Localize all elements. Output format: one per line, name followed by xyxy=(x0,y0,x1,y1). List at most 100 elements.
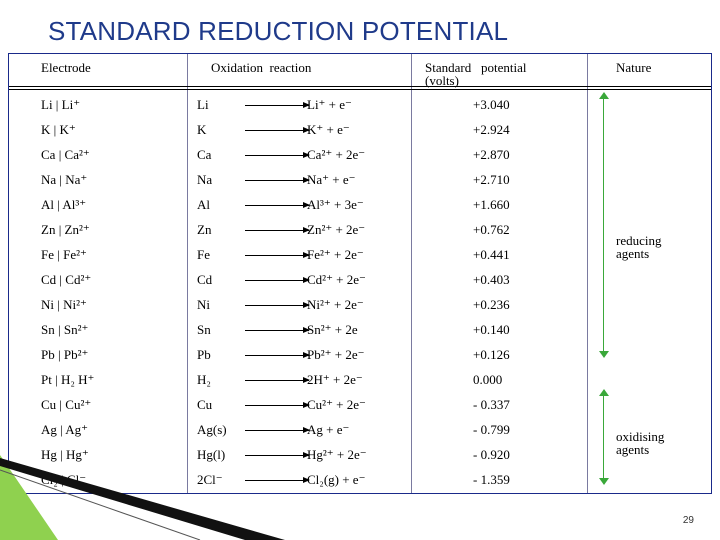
potential-cell: +0.126 xyxy=(473,347,510,362)
black-swoosh-shape xyxy=(0,458,285,540)
column-divider xyxy=(587,54,588,493)
electrode-cell: Al | Al³⁺ xyxy=(41,197,87,212)
product-cell: Na⁺ + e⁻ xyxy=(307,172,356,187)
reaction-arrow-icon xyxy=(245,252,310,258)
reaction-arrow-icon xyxy=(245,277,310,283)
green-corner-shape xyxy=(0,455,58,540)
reaction-arrow-icon xyxy=(245,327,310,333)
product-cell: Zn²⁺ + 2e⁻ xyxy=(307,222,366,237)
reducing-agents-arrow xyxy=(598,92,609,358)
electrode-cell: Na | Na⁺ xyxy=(41,172,88,187)
potential-cell: +0.441 xyxy=(473,247,510,262)
electrode-cell: Li | Li⁺ xyxy=(41,97,81,112)
product-cell: Ni²⁺ + 2e⁻ xyxy=(307,297,364,312)
reaction-arrow-icon xyxy=(245,102,310,108)
potential-cell: +0.236 xyxy=(473,297,510,312)
swoosh-line xyxy=(0,469,201,540)
header-electrode: Electrode xyxy=(41,60,91,75)
potential-cell: +2.924 xyxy=(473,122,510,137)
electrode-cell: Ni | Ni²⁺ xyxy=(41,297,87,312)
reactant-cell: Pb xyxy=(197,347,211,362)
header-potential-unit: (volts) xyxy=(425,73,459,88)
reduction-potential-table: Electrode Oxidation reaction Standard po… xyxy=(8,53,712,494)
reaction-arrow-icon xyxy=(245,202,310,208)
table-row: Zn | Zn²⁺ Zn Zn²⁺ + 2e⁻ +0.762 xyxy=(9,218,711,243)
reactant-cell: Li xyxy=(197,97,209,112)
reaction-arrow-icon xyxy=(245,477,310,483)
potential-cell: - 0.337 xyxy=(473,397,510,412)
reactant-cell: Ni xyxy=(197,297,210,312)
reactant-cell: Hg(l) xyxy=(197,447,226,462)
product-cell: Ca²⁺ + 2e⁻ xyxy=(307,147,366,162)
oxidising-agents-arrow xyxy=(598,389,609,485)
product-cell: Ag + e⁻ xyxy=(307,422,350,437)
product-cell: Hg²⁺ + 2e⁻ xyxy=(307,447,367,462)
electrode-cell: Fe | Fe²⁺ xyxy=(41,247,87,262)
potential-cell: +1.660 xyxy=(473,197,510,212)
potential-cell: - 0.920 xyxy=(473,447,510,462)
table-row: Na | Na⁺ Na Na⁺ + e⁻ +2.710 xyxy=(9,168,711,193)
reaction-arrow-icon xyxy=(245,352,310,358)
reactant-cell: Cd xyxy=(197,272,213,287)
arrow-down-icon xyxy=(598,351,609,358)
header-rule xyxy=(9,86,711,87)
reaction-arrow-icon xyxy=(245,152,310,158)
potential-cell: - 0.799 xyxy=(473,422,510,437)
product-cell: Al³⁺ + 3e⁻ xyxy=(307,197,364,212)
table-row: Cu | Cu²⁺ Cu Cu²⁺ + 2e⁻ - 0.337 xyxy=(9,393,711,418)
electrode-cell: Ag | Ag⁺ xyxy=(41,422,89,437)
table-row: Cd | Cd²⁺ Cd Cd²⁺ + 2e⁻ +0.403 xyxy=(9,268,711,293)
potential-cell: +3.040 xyxy=(473,97,510,112)
electrode-cell: Sn | Sn²⁺ xyxy=(41,322,89,337)
reactant-cell: K xyxy=(197,122,207,137)
page-number: 29 xyxy=(682,515,694,526)
electrode-cell: Zn | Zn²⁺ xyxy=(41,222,90,237)
table-row: Li | Li⁺ Li Li⁺ + e⁻ +3.040 xyxy=(9,93,711,118)
electrode-cell: Hg | Hg⁺ xyxy=(41,447,89,462)
reaction-arrow-icon xyxy=(245,302,310,308)
product-cell: Cl₂(g) + e⁻ xyxy=(307,472,366,487)
reaction-arrow-icon xyxy=(245,227,310,233)
arrow-down-icon xyxy=(598,478,609,485)
reactant-cell: Fe xyxy=(197,247,210,262)
reactant-cell: Ca xyxy=(197,147,212,162)
potential-cell: +0.403 xyxy=(473,272,510,287)
electrode-cell: Cd | Cd²⁺ xyxy=(41,272,92,287)
table-row: Pt | H₂ H⁺ H₂ 2H⁺ + 2e⁻ 0.000 xyxy=(9,368,711,393)
table-row: Sn | Sn²⁺ Sn Sn²⁺ + 2e +0.140 xyxy=(9,318,711,343)
reactant-cell: Sn xyxy=(197,322,211,337)
product-cell: Fe²⁺ + 2e⁻ xyxy=(307,247,364,262)
potential-cell: +2.870 xyxy=(473,147,510,162)
electrode-cell: Ca | Ca²⁺ xyxy=(41,147,90,162)
table-row: K | K⁺ K K⁺ + e⁻ +2.924 xyxy=(9,118,711,143)
electrode-cell: Pb | Pb²⁺ xyxy=(41,347,89,362)
electrode-cell: K | K⁺ xyxy=(41,122,76,137)
reaction-arrow-icon xyxy=(245,452,310,458)
electrode-cell: Cu | Cu²⁺ xyxy=(41,397,92,412)
table-row: Hg | Hg⁺ Hg(l) Hg²⁺ + 2e⁻ - 0.920 xyxy=(9,443,711,468)
reaction-arrow-icon xyxy=(245,427,310,433)
potential-cell: - 1.359 xyxy=(473,472,510,487)
reactant-cell: Ag(s) xyxy=(197,422,227,437)
reactant-cell: 2Cl⁻ xyxy=(197,472,223,487)
header-nature: Nature xyxy=(616,60,652,75)
header-oxidation-reaction: Oxidation reaction xyxy=(211,60,312,75)
column-divider xyxy=(187,54,188,493)
potential-cell: 0.000 xyxy=(473,372,503,387)
product-cell: Pb²⁺ + 2e⁻ xyxy=(307,347,365,362)
reaction-arrow-icon xyxy=(245,127,310,133)
potential-cell: +2.710 xyxy=(473,172,510,187)
reactant-cell: H₂ xyxy=(197,372,211,387)
column-divider xyxy=(411,54,412,493)
product-cell: Li⁺ + e⁻ xyxy=(307,97,352,112)
table-row: Fe | Fe²⁺ Fe Fe²⁺ + 2e⁻ +0.441 xyxy=(9,243,711,268)
product-cell: Cu²⁺ + 2e⁻ xyxy=(307,397,366,412)
reducing-label-line2: agents xyxy=(616,246,650,261)
arrow-up-icon xyxy=(598,389,609,396)
electrode-cell: Pt | H₂ H⁺ xyxy=(41,372,95,387)
header-standard-potential: Standard potential xyxy=(425,60,527,75)
reaction-arrow-icon xyxy=(245,402,310,408)
reaction-arrow-icon xyxy=(245,377,310,383)
reactant-cell: Zn xyxy=(197,222,212,237)
